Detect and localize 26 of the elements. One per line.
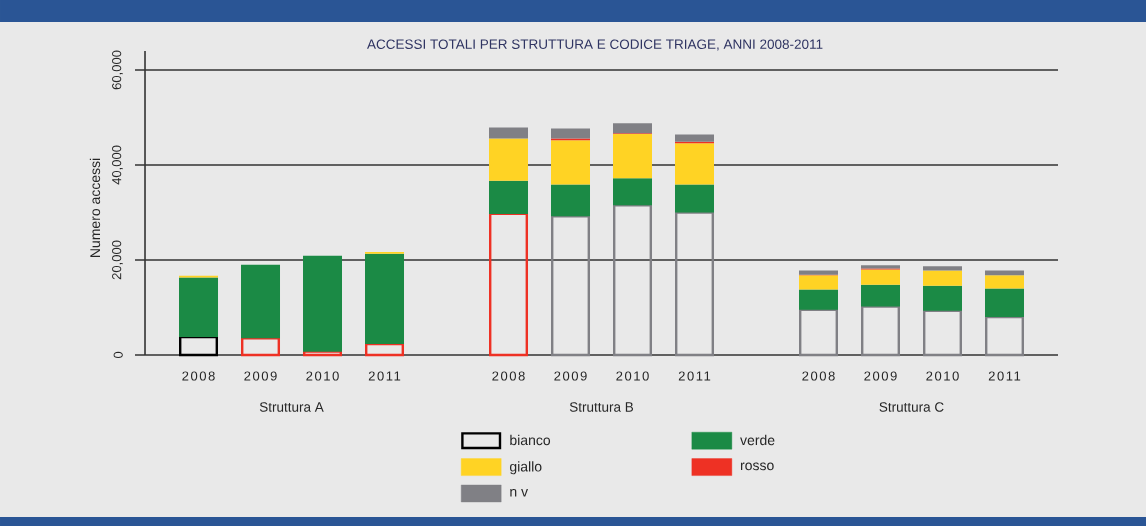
text: Struttura A <box>259 402 324 412</box>
y-tick-label: 60,000 <box>112 50 123 90</box>
x-tick-label: 2011 <box>678 371 711 381</box>
legend-label: n v <box>510 488 528 497</box>
x-tick-label: 2011 <box>988 371 1021 381</box>
legend-label: giallo <box>509 461 542 475</box>
legend-label: verde <box>740 434 775 446</box>
y-tick-label: 0 <box>113 351 123 359</box>
chart-title: ACCESSI TOTALI PER STRUTTURA E CODICE TRIAGE, ANNI 2008-2011 <box>367 39 823 51</box>
y-tick-label: 20,000 <box>112 240 123 280</box>
x-tick-label: 2009 <box>864 371 897 381</box>
x-tick-label: 2009 <box>244 371 277 381</box>
x-tick-label: 2010 <box>306 371 339 381</box>
legend-label: rosso <box>740 462 774 471</box>
legend-label: bianco <box>510 434 551 446</box>
y-tick-label: 40,000 <box>112 145 123 185</box>
x-tick-label: 2011 <box>368 371 401 381</box>
x-tick-label: 2010 <box>926 371 959 381</box>
x-tick-label: 2008 <box>492 371 525 381</box>
x-tick-label: 2010 <box>616 371 649 381</box>
x-tick-label: 2008 <box>802 371 835 381</box>
text: Struttura C <box>879 402 944 412</box>
text: Struttura B <box>569 402 634 412</box>
y-axis-title: Numero accessi <box>89 158 101 258</box>
x-tick-label: 2009 <box>554 371 587 381</box>
x-tick-label: 2008 <box>182 371 215 381</box>
